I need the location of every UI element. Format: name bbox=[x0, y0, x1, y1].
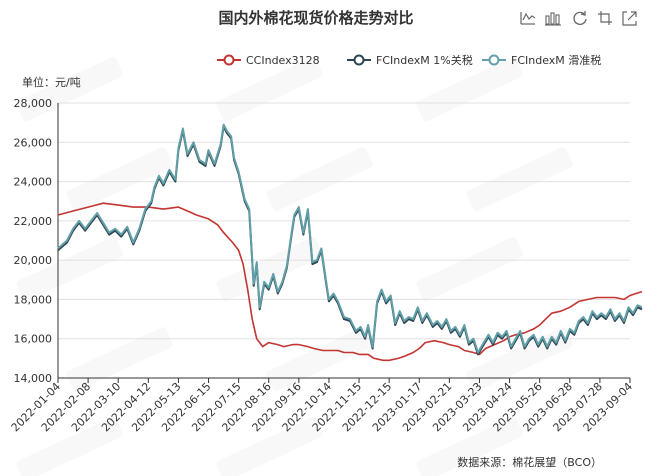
watermark-mark bbox=[266, 147, 373, 211]
unit-label: 单位：元/吨 bbox=[22, 75, 81, 89]
watermark-mark bbox=[266, 327, 373, 391]
watermark-mark bbox=[66, 147, 173, 211]
watermark-mark bbox=[416, 237, 523, 301]
watermark-mark bbox=[16, 417, 123, 476]
legend-item-2[interactable]: FCIndexM 滑准税 bbox=[482, 53, 601, 67]
series-line-2 bbox=[57, 123, 643, 354]
y-tick-label: 18,000 bbox=[14, 293, 53, 306]
series-line-0 bbox=[57, 202, 643, 362]
watermark-mark bbox=[416, 57, 523, 121]
save-image-icon[interactable] bbox=[622, 10, 638, 26]
watermark-mark bbox=[16, 237, 123, 301]
y-axis: 14,000 16,000 18,000 20,000 22,000 24,000 26,0… bbox=[14, 97, 59, 385]
toolbox bbox=[520, 10, 638, 26]
legend: CCIndex3128 FCIndexM 1%关税 FCIndexM 滑准税 bbox=[217, 53, 601, 67]
watermark-mark bbox=[466, 147, 573, 211]
watermark-mark bbox=[16, 57, 123, 121]
x-axis: 2022-01-042022-02-082022-03-102022-04-12… bbox=[9, 377, 635, 434]
line-chart-icon[interactable] bbox=[520, 10, 536, 26]
legend-swatch-marker bbox=[488, 54, 500, 66]
series-lines bbox=[57, 123, 643, 362]
y-tick-label: 26,000 bbox=[14, 136, 53, 149]
y-tick-label: 16,000 bbox=[14, 333, 53, 346]
legend-item-1[interactable]: FCIndexM 1%关税 bbox=[347, 53, 473, 67]
y-tick-label: 24,000 bbox=[14, 176, 53, 189]
y-tick-label: 28,000 bbox=[14, 97, 53, 110]
legend-swatch-marker bbox=[223, 54, 235, 66]
y-tick-label: 14,000 bbox=[14, 372, 53, 385]
y-tick-label: 20,000 bbox=[14, 254, 53, 267]
chart-title: 国内外棉花现货价格走势对比 bbox=[218, 9, 413, 27]
watermark bbox=[16, 57, 573, 476]
legend-item-0[interactable]: CCIndex3128 bbox=[217, 54, 320, 67]
y-tick-label: 22,000 bbox=[14, 215, 53, 228]
legend-label: FCIndexM 1%关税 bbox=[376, 53, 473, 67]
legend-label: CCIndex3128 bbox=[246, 54, 320, 67]
refresh-icon[interactable] bbox=[572, 10, 588, 26]
watermark-mark bbox=[416, 417, 523, 476]
bar-chart-icon[interactable] bbox=[545, 10, 561, 26]
watermark-mark bbox=[216, 57, 323, 121]
watermark-mark bbox=[466, 327, 573, 391]
data-source: 数据来源：棉花展望（BCO） bbox=[457, 455, 602, 469]
legend-swatch-marker bbox=[353, 54, 365, 66]
watermark-mark bbox=[216, 417, 323, 476]
restore-icon[interactable] bbox=[597, 10, 613, 26]
watermark-mark bbox=[216, 237, 323, 301]
legend-label: FCIndexM 滑准税 bbox=[511, 53, 601, 67]
watermark-mark bbox=[66, 327, 173, 391]
